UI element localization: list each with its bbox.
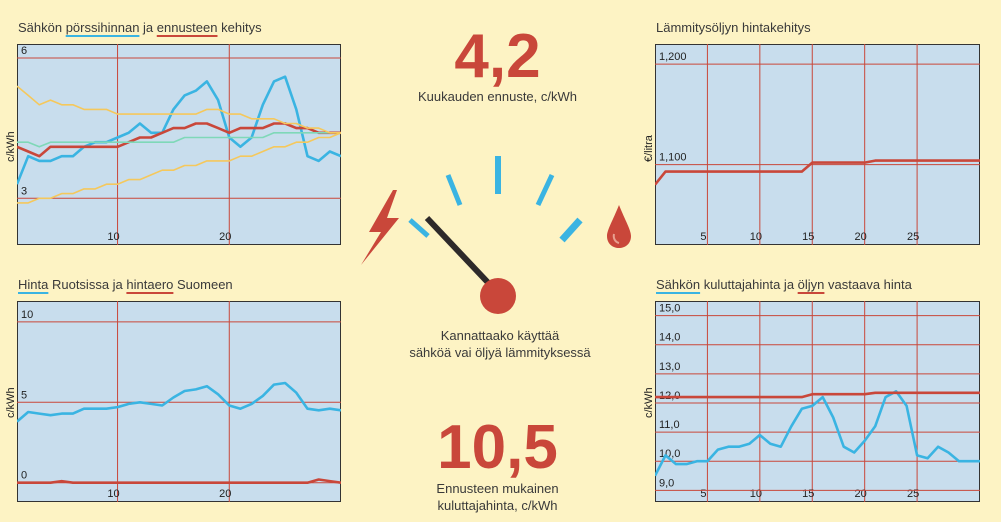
title-part-forecast: ennusteen (156, 20, 218, 35)
oil-drop-icon (607, 205, 631, 248)
chart-oil-price: 5 10 15 20 25 1,100 1,200 (655, 44, 980, 245)
series-line-yellow (17, 85, 341, 134)
plot-area (17, 301, 341, 502)
title-part: kuluttajahinta ja (700, 277, 798, 292)
y-tick-label: 9,0 (659, 477, 674, 489)
title-part: Suomeen (173, 277, 233, 292)
chart-consumer-price: 5 10 15 20 259,010,011,012,013,014,015,0 (655, 301, 980, 502)
y-tick-label: 14,0 (659, 332, 680, 344)
title-part-oil: öljyn (797, 277, 825, 292)
x-tick-label: 5 (700, 231, 706, 243)
gauge (361, 156, 631, 314)
series-line-red (655, 391, 980, 399)
series-line-red (655, 159, 980, 186)
x-tick-label: 20 (855, 231, 867, 243)
forecast-value: 4,2 (454, 22, 541, 91)
panel-title-electricity-price: Sähkön pörssihinnan ja ennusteen kehitys (18, 20, 262, 35)
y-tick-label: 15,0 (659, 303, 680, 315)
panel-title-sweden-price: Hinta Ruotsissa ja hintaero Suomeen (18, 277, 233, 292)
y-tick-label: 1,100 (659, 152, 687, 164)
title-part: Sähkön (18, 20, 66, 35)
y-tick-label: 10 (21, 309, 33, 321)
gauge-tick (559, 217, 583, 243)
series-line-blue (17, 381, 341, 423)
x-tick-label: 10 (107, 231, 119, 243)
x-tick-label: 10 (107, 488, 119, 500)
gauge-tick (445, 174, 463, 206)
series-line-blue (17, 75, 341, 185)
y-tick-label: 0 (21, 470, 27, 482)
y-tick-label: 11,0 (659, 419, 680, 431)
x-tick-label: 20 (855, 488, 867, 500)
chart-sweden-price: 10 20 0 5 10 (17, 301, 341, 502)
gauge-ticks (408, 156, 583, 243)
y-tick-label: 5 (21, 389, 27, 401)
x-tick-label: 10 (750, 231, 762, 243)
y-tick-label: 1,200 (659, 51, 687, 63)
gauge-needle (424, 215, 498, 293)
x-tick-label: 20 (219, 231, 231, 243)
x-tick-label: 15 (802, 231, 814, 243)
title-part: Ruotsissa ja (48, 277, 127, 292)
x-tick-label: 10 (750, 488, 762, 500)
title-part-difference: hintaero (126, 277, 174, 292)
x-tick-label: 20 (219, 488, 231, 500)
series-line-blue (655, 390, 980, 477)
title-part-price: Hinta (18, 277, 49, 292)
gauge-hub (480, 278, 516, 314)
lightning-bolt-icon (361, 190, 399, 265)
y-axis-label: c/kWh (5, 131, 17, 162)
y-tick-label: 6 (21, 45, 27, 57)
consumer-label-line-2: kuluttajahinta, c/kWh (437, 498, 558, 513)
consumer-price-label: Ennusteen mukainen kuluttajahinta, c/kWh (380, 480, 615, 514)
chart-electricity-price: 10 20 3 6 (17, 44, 341, 245)
question-line-2: sähköä vai öljyä lämmityksessä (409, 345, 591, 360)
y-axis-label: c/kWh (643, 387, 655, 418)
gauge-tick (535, 173, 555, 207)
question-line-1: Kannattaako käyttää (440, 328, 560, 343)
title-part: ja (139, 20, 157, 35)
title-part-spot-price: pörssihinnan (65, 20, 140, 35)
consumer-price-value: 10,5 (437, 413, 558, 482)
y-tick-label: 13,0 (659, 361, 680, 373)
plot-area (655, 44, 980, 245)
title-part: vastaava hinta (824, 277, 912, 292)
x-tick-label: 5 (700, 488, 706, 500)
gauge-tick (408, 218, 430, 238)
consumer-label-line-1: Ennusteen mukainen (436, 481, 559, 496)
title-part: kehitys (217, 20, 262, 35)
x-tick-label: 15 (802, 488, 814, 500)
series-line-green (17, 132, 341, 148)
panel-title-oil-price: Lämmitysöljyn hintakehitys (656, 20, 811, 35)
x-tick-label: 25 (907, 231, 919, 243)
series-line-red (17, 478, 341, 484)
forecast-label: Kuukauden ennuste, c/kWh (418, 89, 577, 104)
x-tick-label: 25 (907, 488, 919, 500)
y-axis-label: c/kWh (5, 387, 17, 418)
question-text: Kannattaako käyttää sähköä vai öljyä läm… (380, 327, 620, 361)
panel-title-consumer-price: Sähkön kuluttajahinta ja öljyn vastaava … (656, 277, 912, 292)
title-part-electricity: Sähkön (656, 277, 701, 292)
y-tick-label: 3 (21, 185, 27, 197)
series-line-yellow (17, 132, 341, 204)
